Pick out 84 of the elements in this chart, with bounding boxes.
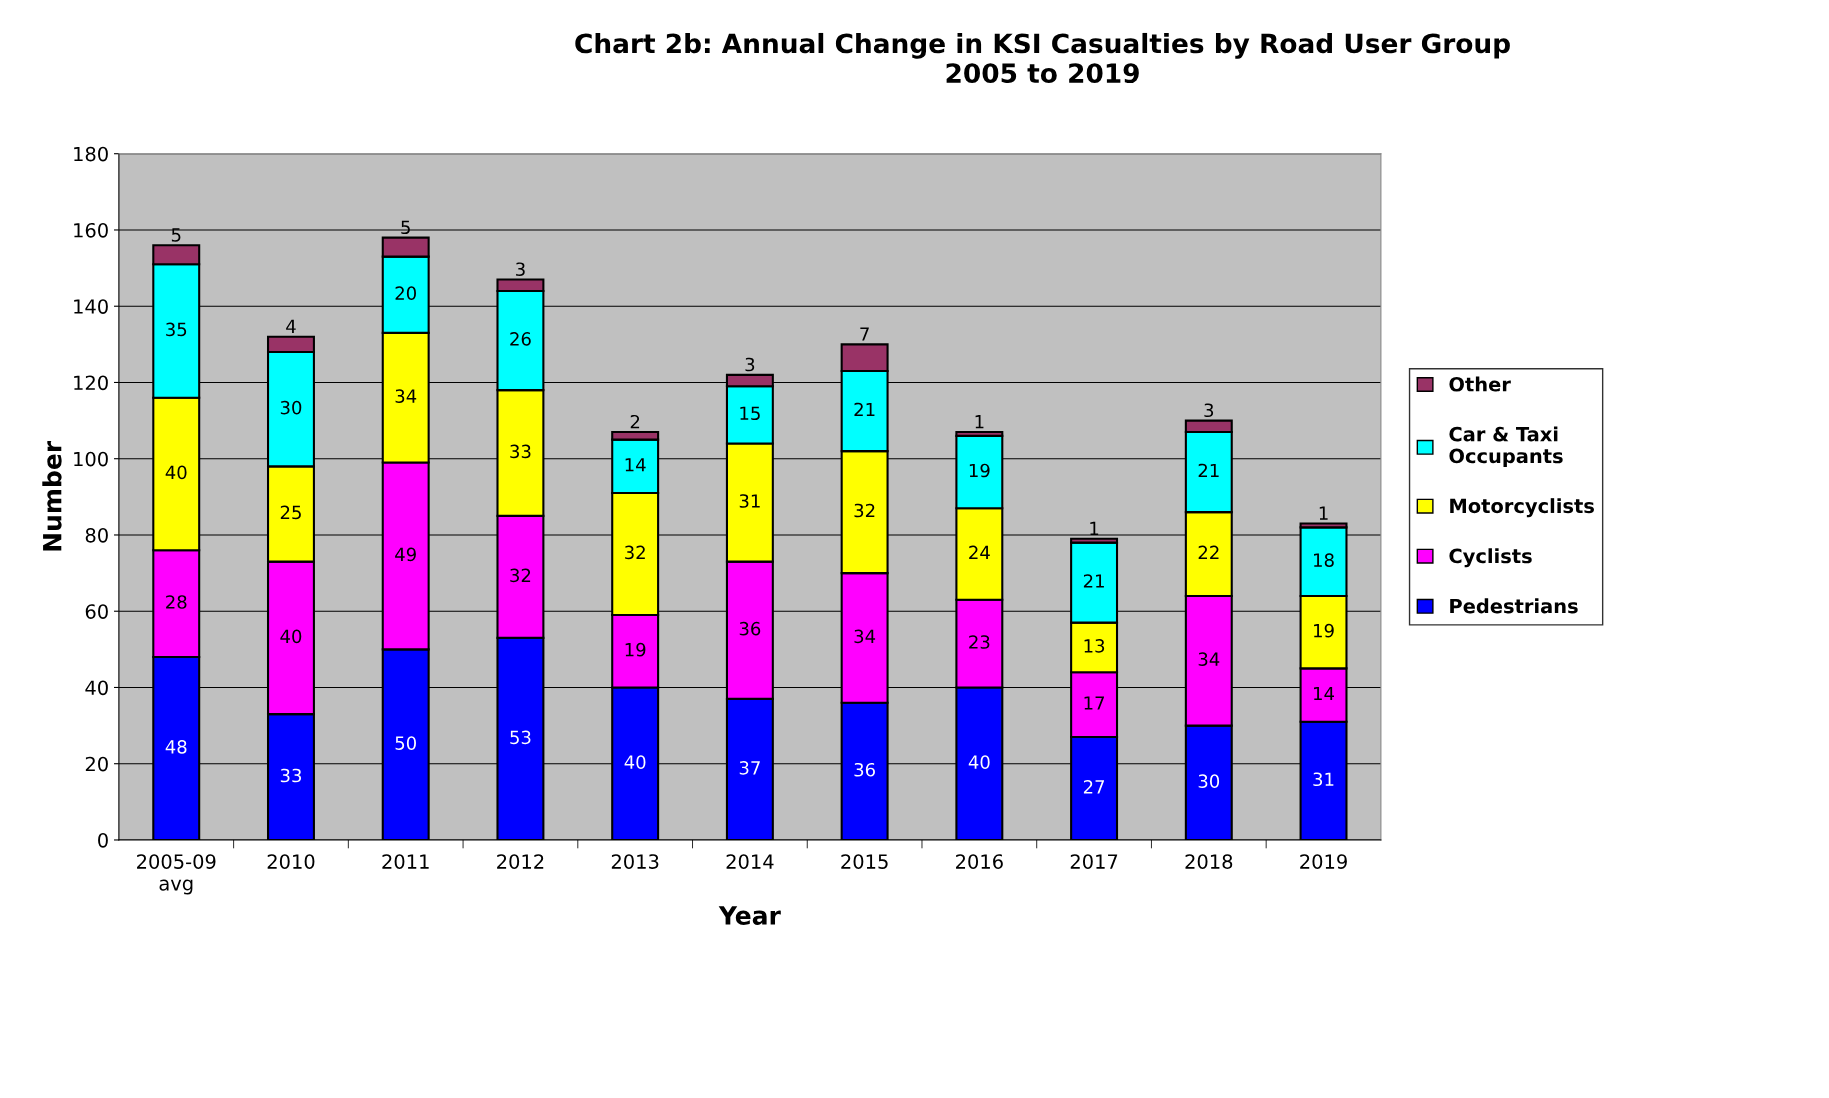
data-label: 36 xyxy=(854,762,875,777)
data-label: 7 xyxy=(860,327,869,341)
data-label: 48 xyxy=(165,740,187,754)
data-label: 31 xyxy=(739,494,760,508)
data-label: 21 xyxy=(1083,574,1104,588)
chart-title: Chart 2b: Annual Change in KSI Casualties by Road User Group 2005 to 2019 xyxy=(575,32,1510,84)
y-tick-label: 40 xyxy=(85,680,108,696)
legend-label: Cyclists xyxy=(1449,548,1532,568)
y-tick-label: 60 xyxy=(85,604,108,619)
data-label: 40 xyxy=(280,629,302,644)
data-label: 20 xyxy=(395,286,416,301)
y-tick-label: 0 xyxy=(98,832,108,848)
data-label: 13 xyxy=(1084,639,1105,653)
data-label: 5 xyxy=(401,220,410,235)
data-label: 34 xyxy=(854,629,876,644)
data-label: 33 xyxy=(510,444,531,459)
data-label: 30 xyxy=(280,400,302,415)
data-label: 31 xyxy=(1313,772,1334,787)
data-label: 24 xyxy=(969,545,990,560)
x-tick-label: 2005-09 avg xyxy=(137,854,216,895)
data-label: 5 xyxy=(171,228,181,242)
x-tick-label: 2018 xyxy=(1185,854,1233,869)
x-tick-label: 2010 xyxy=(267,854,315,869)
x-axis-title: Year xyxy=(718,906,781,925)
data-label: 40 xyxy=(165,465,187,480)
x-tick-label: 2014 xyxy=(726,854,774,869)
data-label: 33 xyxy=(280,768,302,783)
legend-label: Other xyxy=(1449,376,1511,392)
x-tick-label: 2015 xyxy=(841,854,888,869)
data-label: 36 xyxy=(739,621,761,636)
data-label: 3 xyxy=(745,357,755,372)
x-tick-label: 2013 xyxy=(611,854,659,869)
y-tick-label: 120 xyxy=(74,375,108,391)
data-label: 30 xyxy=(1198,774,1220,789)
data-label: 3 xyxy=(1204,403,1214,418)
data-label: 32 xyxy=(625,545,645,560)
data-label: 26 xyxy=(510,332,531,346)
data-label: 27 xyxy=(1083,780,1105,794)
data-label: 32 xyxy=(510,568,531,583)
data-label: 14 xyxy=(1314,686,1335,701)
y-tick-label: 80 xyxy=(85,527,108,543)
data-label: 1 xyxy=(975,415,984,429)
data-label: 2 xyxy=(630,414,640,429)
data-label: 32 xyxy=(854,503,875,518)
data-label: 14 xyxy=(625,458,646,472)
data-label: 37 xyxy=(739,761,760,775)
data-label: 19 xyxy=(1314,623,1334,638)
data-label: 40 xyxy=(968,755,990,769)
data-label: 34 xyxy=(1198,652,1220,667)
x-tick-label: 2016 xyxy=(956,854,1003,869)
data-label: 50 xyxy=(395,736,416,750)
data-label: 17 xyxy=(1084,696,1105,710)
data-label: 22 xyxy=(1198,545,1219,560)
y-tick-label: 140 xyxy=(74,299,108,314)
data-label: 21 xyxy=(854,402,875,417)
data-label: 35 xyxy=(166,322,187,337)
data-label: 21 xyxy=(1198,463,1219,478)
legend-label: Pedestrians xyxy=(1450,598,1578,614)
data-label: 40 xyxy=(624,755,646,769)
x-tick-label: 2012 xyxy=(497,854,544,869)
y-axis-title: Number xyxy=(42,440,62,551)
data-label: 1 xyxy=(1090,521,1099,536)
data-label: 23 xyxy=(969,635,990,649)
data-label: 3 xyxy=(516,262,525,277)
data-label: 53 xyxy=(510,730,531,745)
legend-label: Car & Taxi Occupants xyxy=(1449,426,1563,468)
y-tick-label: 100 xyxy=(74,451,108,467)
y-tick-label: 160 xyxy=(74,222,108,238)
data-label: 28 xyxy=(166,595,187,609)
data-label: 34 xyxy=(395,389,417,403)
data-label: 25 xyxy=(280,505,301,520)
x-tick-label: 2011 xyxy=(382,854,429,869)
data-label: 19 xyxy=(625,642,646,657)
data-label: 15 xyxy=(740,406,760,421)
data-label: 19 xyxy=(969,463,990,478)
data-label: 49 xyxy=(395,547,416,562)
y-tick-label: 20 xyxy=(85,756,108,772)
x-tick-label: 2017 xyxy=(1070,854,1118,869)
data-label: 4 xyxy=(286,319,296,333)
y-tick-label: 180 xyxy=(74,146,108,162)
data-label: 1 xyxy=(1319,506,1328,520)
x-tick-label: 2019 xyxy=(1300,854,1347,869)
legend-label: Motorcyclists xyxy=(1450,498,1594,518)
data-label: 18 xyxy=(1314,553,1334,567)
